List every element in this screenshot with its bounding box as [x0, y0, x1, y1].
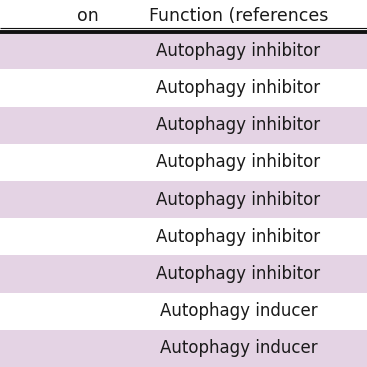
Text: Autophagy inhibitor: Autophagy inhibitor: [156, 228, 321, 246]
FancyBboxPatch shape: [0, 32, 367, 69]
FancyBboxPatch shape: [0, 181, 367, 218]
Text: Autophagy inhibitor: Autophagy inhibitor: [156, 190, 321, 209]
Text: Autophagy inhibitor: Autophagy inhibitor: [156, 116, 321, 134]
FancyBboxPatch shape: [0, 255, 367, 292]
FancyBboxPatch shape: [0, 107, 367, 144]
Text: Function (references: Function (references: [149, 7, 328, 25]
FancyBboxPatch shape: [0, 144, 367, 181]
FancyBboxPatch shape: [0, 0, 367, 32]
Text: Autophagy inhibitor: Autophagy inhibitor: [156, 265, 321, 283]
Text: Autophagy inhibitor: Autophagy inhibitor: [156, 42, 321, 60]
Text: on: on: [77, 7, 99, 25]
Text: Autophagy inducer: Autophagy inducer: [160, 302, 317, 320]
Text: Autophagy inducer: Autophagy inducer: [160, 339, 317, 357]
Text: Autophagy inhibitor: Autophagy inhibitor: [156, 153, 321, 171]
FancyBboxPatch shape: [0, 292, 367, 330]
Text: Autophagy inhibitor: Autophagy inhibitor: [156, 79, 321, 97]
FancyBboxPatch shape: [0, 330, 367, 367]
FancyBboxPatch shape: [0, 218, 367, 255]
FancyBboxPatch shape: [0, 69, 367, 107]
